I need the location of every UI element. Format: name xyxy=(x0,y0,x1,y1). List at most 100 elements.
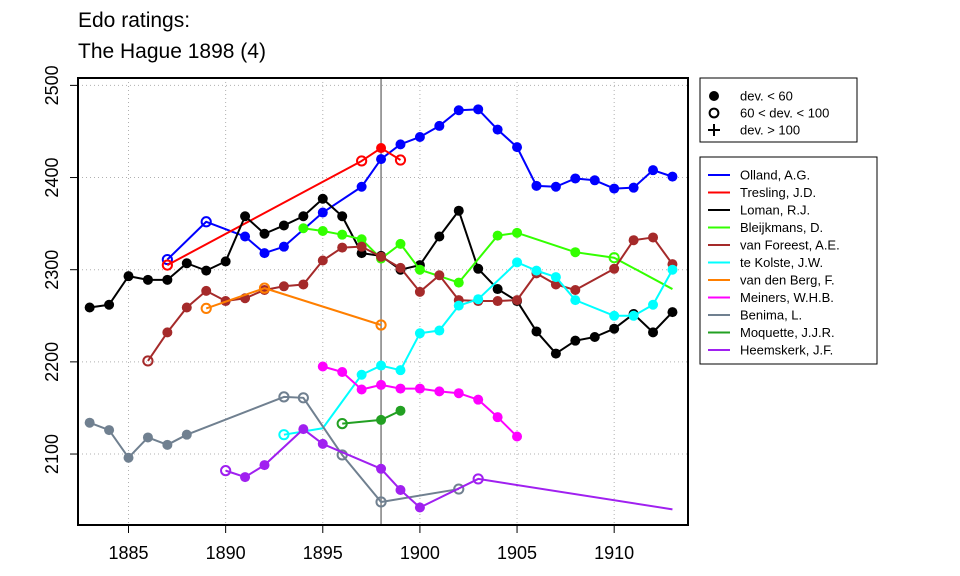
marker-legend-box xyxy=(699,77,858,143)
open-circle-symbol xyxy=(708,107,720,119)
data-point xyxy=(317,207,328,218)
data-point xyxy=(473,394,484,405)
data-point xyxy=(123,271,134,282)
data-point xyxy=(356,181,367,192)
legend-label: Benima, L. xyxy=(740,308,802,323)
legend-label: te Kolste, J.W. xyxy=(740,255,823,270)
data-point xyxy=(492,412,503,423)
data-point xyxy=(531,326,542,337)
data-point xyxy=(259,460,270,471)
series xyxy=(317,361,523,442)
data-point xyxy=(434,231,445,242)
data-point xyxy=(317,255,328,266)
legend-label: van Foreest, A.E. xyxy=(740,238,840,253)
data-point xyxy=(337,242,348,253)
series-line xyxy=(283,261,674,436)
data-point xyxy=(609,310,620,321)
data-point xyxy=(278,281,289,292)
data-point xyxy=(201,265,212,276)
data-point xyxy=(356,241,367,252)
data-point xyxy=(453,388,464,399)
data-point xyxy=(200,216,212,228)
series-line xyxy=(205,287,382,326)
series xyxy=(161,104,678,266)
data-point xyxy=(84,417,95,428)
legend-label: Meiners, W.H.B. xyxy=(740,290,834,305)
x-tick-label: 1910 xyxy=(594,543,634,563)
data-point xyxy=(453,205,464,216)
legend-label: Moquette, J.J.R. xyxy=(740,325,835,340)
data-point xyxy=(395,484,406,495)
x-tick-label: 1905 xyxy=(497,543,537,563)
data-point xyxy=(395,383,406,394)
y-tick-label: 2500 xyxy=(42,65,62,105)
marker-legend-label: 60 < dev. < 100 xyxy=(740,106,829,121)
data-point xyxy=(395,262,406,273)
data-point xyxy=(297,392,309,404)
data-point xyxy=(104,299,115,310)
data-point xyxy=(317,193,328,204)
legend-label: Olland, A.G. xyxy=(740,168,810,183)
data-point xyxy=(550,181,561,192)
data-point xyxy=(434,386,445,397)
data-point xyxy=(376,379,387,390)
data-point xyxy=(453,277,464,288)
data-point xyxy=(609,183,620,194)
data-point xyxy=(628,235,639,246)
marker-legend-label: dev. > 100 xyxy=(740,123,800,138)
data-point xyxy=(550,272,561,283)
data-point xyxy=(512,227,523,238)
data-point xyxy=(337,229,348,240)
data-point xyxy=(512,142,523,153)
data-point xyxy=(356,155,368,167)
data-point xyxy=(104,425,115,436)
data-point xyxy=(298,223,309,234)
data-point xyxy=(200,302,212,315)
data-point xyxy=(376,154,387,165)
legend-label: Tresling, J.D. xyxy=(740,185,816,200)
data-point xyxy=(181,258,192,269)
y-tick-label: 2100 xyxy=(42,434,62,474)
series-line xyxy=(342,409,401,425)
y-tick-label: 2400 xyxy=(42,158,62,198)
chart-title-line-2: The Hague 1898 (4) xyxy=(78,40,266,63)
data-point xyxy=(570,173,581,184)
data-point xyxy=(648,165,659,176)
data-point xyxy=(512,257,523,268)
data-point xyxy=(240,211,251,222)
data-point xyxy=(492,284,503,295)
filled-circle-symbol xyxy=(709,91,719,101)
y-tick-label: 2300 xyxy=(42,250,62,290)
data-point xyxy=(453,300,464,311)
x-tick-label: 1900 xyxy=(400,543,440,563)
chart-title-line-1: Edo ratings: xyxy=(78,9,191,32)
marker-legend: dev. < 60 60 < dev. < 100 dev. > 100 xyxy=(699,77,858,143)
data-point xyxy=(356,234,367,245)
series xyxy=(200,282,387,331)
data-point xyxy=(434,120,445,131)
data-point xyxy=(453,483,465,495)
data-point xyxy=(123,452,134,463)
data-point xyxy=(414,502,425,513)
series xyxy=(84,391,465,508)
data-point xyxy=(550,348,561,359)
data-point xyxy=(473,294,484,305)
data-point xyxy=(161,259,173,271)
data-point xyxy=(414,383,425,394)
data-point xyxy=(336,418,348,430)
data-point xyxy=(492,124,503,135)
data-point xyxy=(492,296,503,307)
data-point xyxy=(162,439,173,450)
data-point xyxy=(240,231,251,242)
data-point xyxy=(434,270,445,281)
data-point xyxy=(142,355,154,367)
data-point xyxy=(648,299,659,310)
data-point xyxy=(570,335,581,346)
data-point xyxy=(531,180,542,191)
data-point xyxy=(317,361,328,372)
data-point xyxy=(512,295,523,306)
data-point xyxy=(259,228,270,239)
data-point xyxy=(628,182,639,193)
data-point xyxy=(142,274,153,285)
series xyxy=(298,223,673,290)
